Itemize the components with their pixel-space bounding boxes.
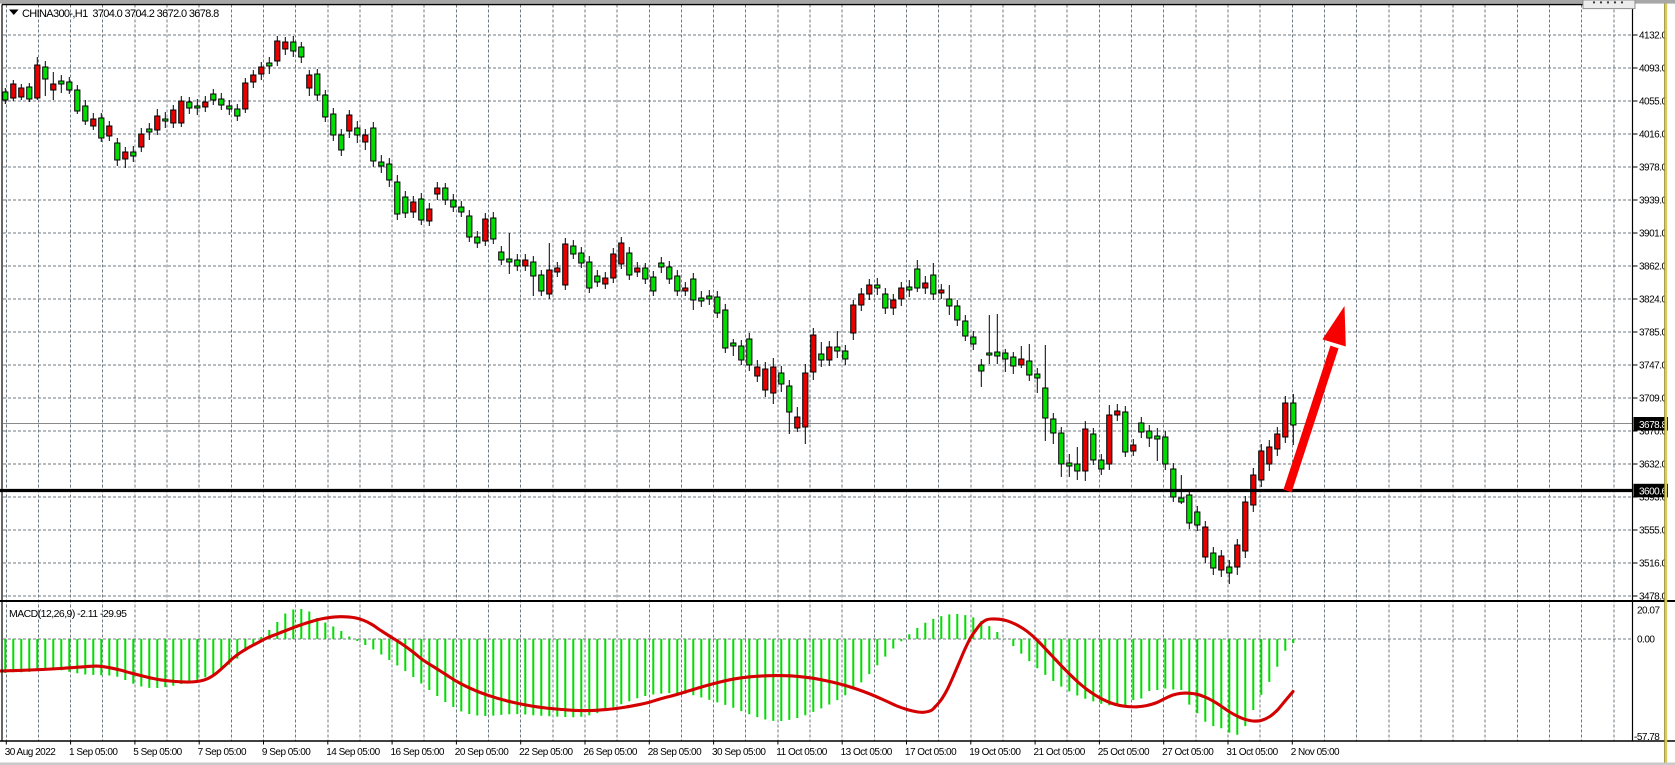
svg-text:5 Sep 05:00: 5 Sep 05:00: [133, 747, 182, 758]
svg-text:4093.0: 4093.0: [1639, 64, 1668, 75]
svg-text:14 Sep 05:00: 14 Sep 05:00: [326, 747, 380, 758]
svg-text:27 Oct 05:00: 27 Oct 05:00: [1162, 747, 1214, 758]
svg-text:3600.6: 3600.6: [1639, 487, 1668, 498]
svg-text:3632.0: 3632.0: [1639, 460, 1668, 471]
svg-text:3670.0: 3670.0: [1639, 427, 1668, 438]
svg-text:31 Oct 05:00: 31 Oct 05:00: [1226, 747, 1278, 758]
svg-text:22 Sep 05:00: 22 Sep 05:00: [519, 747, 573, 758]
svg-text:3516.0: 3516.0: [1639, 559, 1668, 570]
svg-text:30 Sep 05:00: 30 Sep 05:00: [712, 747, 766, 758]
svg-text:0.00: 0.00: [1637, 635, 1655, 646]
svg-text:16 Sep 05:00: 16 Sep 05:00: [391, 747, 445, 758]
svg-text:-57.78: -57.78: [1634, 732, 1660, 743]
svg-text:3939.0: 3939.0: [1639, 196, 1668, 207]
svg-text:30 Aug 2022: 30 Aug 2022: [5, 747, 57, 758]
svg-text:7 Sep 05:00: 7 Sep 05:00: [198, 747, 247, 758]
svg-text:3824.0: 3824.0: [1639, 295, 1668, 306]
svg-text:3593.0: 3593.0: [1639, 493, 1668, 504]
svg-text:CHINA300-,H1 3704.0 3704.2 36: CHINA300-,H1 3704.0 3704.2 3672.0 3678.8: [22, 8, 219, 20]
svg-text:4132.0: 4132.0: [1639, 31, 1668, 42]
svg-text:4016.0: 4016.0: [1639, 130, 1668, 141]
svg-text:28 Sep 05:00: 28 Sep 05:00: [648, 747, 702, 758]
svg-text:26 Sep 05:00: 26 Sep 05:00: [583, 747, 637, 758]
svg-text:21 Oct 05:00: 21 Oct 05:00: [1034, 747, 1086, 758]
svg-text:20 Sep 05:00: 20 Sep 05:00: [455, 747, 509, 758]
svg-text:9 Sep 05:00: 9 Sep 05:00: [262, 747, 311, 758]
svg-text:25 Oct 05:00: 25 Oct 05:00: [1098, 747, 1150, 758]
svg-text:3709.0: 3709.0: [1639, 394, 1668, 405]
svg-text:1 Sep 05:00: 1 Sep 05:00: [69, 747, 118, 758]
svg-text:3478.0: 3478.0: [1639, 592, 1668, 603]
svg-text:3747.0: 3747.0: [1639, 361, 1668, 372]
svg-text:3678.8: 3678.8: [1639, 420, 1668, 431]
svg-text:3862.0: 3862.0: [1639, 262, 1668, 273]
svg-text:2 Nov 05:00: 2 Nov 05:00: [1291, 747, 1340, 758]
svg-text:3555.0: 3555.0: [1639, 526, 1668, 537]
svg-text:3785.0: 3785.0: [1639, 328, 1668, 339]
svg-text:3978.0: 3978.0: [1639, 163, 1668, 174]
svg-text:17 Oct 05:00: 17 Oct 05:00: [905, 747, 957, 758]
svg-text:MACD(12,26,9) -2.11 -29.95: MACD(12,26,9) -2.11 -29.95: [9, 608, 127, 620]
svg-text:11 Oct 05:00: 11 Oct 05:00: [776, 747, 827, 758]
svg-text:3901.0: 3901.0: [1639, 229, 1668, 240]
svg-text:4055.0: 4055.0: [1639, 97, 1668, 108]
svg-text:13 Oct 05:00: 13 Oct 05:00: [841, 747, 893, 758]
svg-text:19 Oct 05:00: 19 Oct 05:00: [969, 747, 1021, 758]
svg-text:20.07: 20.07: [1637, 606, 1660, 617]
